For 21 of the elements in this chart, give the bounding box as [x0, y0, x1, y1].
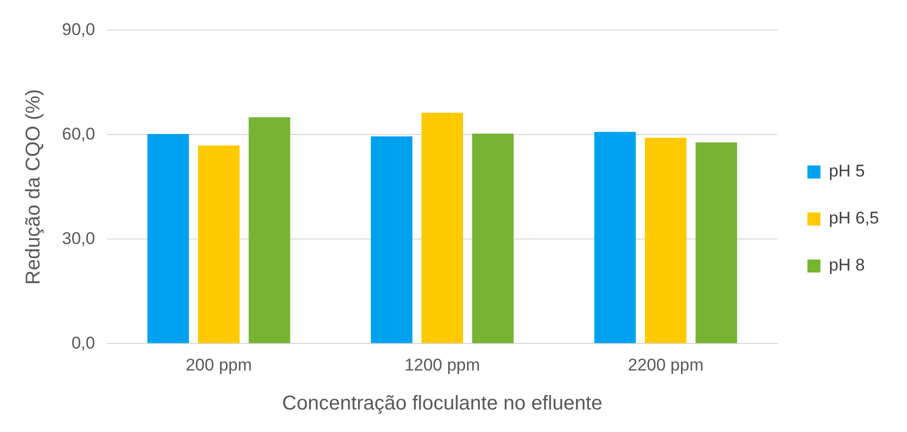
bar: [472, 134, 514, 344]
bar: [198, 145, 240, 344]
y-tick-label: 30,0: [62, 228, 96, 248]
y-tick-label: 90,0: [62, 20, 96, 39]
bar: [421, 112, 464, 344]
y-tick-label: 60,0: [62, 124, 96, 144]
x-tick-label: 1200 ppm: [404, 355, 480, 374]
legend-label: pH 6,5: [828, 208, 880, 228]
y-tick-label: 0,0: [71, 333, 96, 352]
bar: [594, 132, 636, 344]
y-axis-title: Redução da CQO (%): [22, 89, 45, 285]
bar: [147, 134, 189, 344]
x-axis-title: Concentração floculante no efluente: [282, 392, 602, 415]
bar: [696, 142, 738, 344]
bar: [248, 117, 290, 344]
legend-label: pH 5: [828, 162, 865, 181]
x-tick-label: 200 ppm: [186, 355, 252, 374]
x-tick-label: 2200 ppm: [628, 355, 704, 374]
bar: [644, 138, 686, 344]
legend-label: pH 8: [828, 256, 865, 275]
bar: [370, 136, 412, 344]
